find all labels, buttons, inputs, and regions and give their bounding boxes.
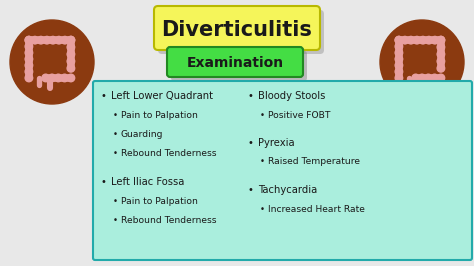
Circle shape	[395, 74, 403, 82]
Text: Tachycardia: Tachycardia	[258, 185, 317, 195]
Circle shape	[37, 36, 45, 44]
Circle shape	[25, 68, 33, 76]
Circle shape	[67, 36, 75, 44]
Circle shape	[25, 36, 33, 44]
Text: •: •	[248, 138, 254, 148]
Circle shape	[437, 51, 445, 58]
FancyBboxPatch shape	[154, 6, 320, 50]
Text: •: •	[113, 110, 118, 119]
Circle shape	[380, 20, 464, 104]
Circle shape	[395, 68, 403, 76]
Circle shape	[55, 36, 63, 44]
Circle shape	[437, 74, 445, 82]
Circle shape	[425, 74, 432, 82]
Text: Examination: Examination	[186, 56, 283, 70]
Text: •: •	[101, 91, 107, 101]
Text: Raised Temperature: Raised Temperature	[268, 157, 360, 167]
Circle shape	[431, 74, 438, 82]
Text: Left Lower Quadrant: Left Lower Quadrant	[111, 91, 213, 101]
Text: Left Iliac Fossa: Left Iliac Fossa	[111, 177, 184, 187]
Text: •: •	[113, 216, 118, 225]
Text: •: •	[113, 197, 118, 206]
Circle shape	[67, 65, 75, 72]
Text: Guarding: Guarding	[121, 130, 164, 139]
Circle shape	[55, 74, 62, 82]
Text: Diverticulitis: Diverticulitis	[162, 20, 312, 40]
Circle shape	[67, 57, 75, 65]
Text: •: •	[248, 185, 254, 195]
Text: Pyrexia: Pyrexia	[258, 138, 295, 148]
Circle shape	[437, 65, 445, 72]
FancyBboxPatch shape	[158, 10, 324, 54]
Text: Rebound Tenderness: Rebound Tenderness	[121, 216, 217, 225]
Text: Increased Heart Rate: Increased Heart Rate	[268, 205, 365, 214]
Text: Pain to Palpation: Pain to Palpation	[121, 110, 198, 119]
Circle shape	[395, 36, 403, 44]
Circle shape	[395, 36, 403, 44]
Circle shape	[425, 36, 433, 44]
FancyBboxPatch shape	[93, 81, 472, 260]
Text: Positive FOBT: Positive FOBT	[268, 110, 330, 119]
Circle shape	[395, 49, 403, 57]
Circle shape	[67, 51, 75, 58]
Text: •: •	[113, 130, 118, 139]
Circle shape	[395, 43, 403, 50]
Circle shape	[395, 62, 403, 69]
Circle shape	[437, 57, 445, 65]
Text: •: •	[260, 205, 265, 214]
Circle shape	[67, 74, 75, 82]
Circle shape	[25, 74, 33, 82]
Circle shape	[413, 36, 421, 44]
Circle shape	[401, 36, 409, 44]
Circle shape	[407, 36, 415, 44]
Circle shape	[437, 36, 445, 44]
Text: Pain to Palpation: Pain to Palpation	[121, 197, 198, 206]
Circle shape	[48, 74, 56, 82]
Circle shape	[25, 62, 33, 69]
Circle shape	[25, 55, 33, 63]
Circle shape	[431, 36, 438, 44]
Circle shape	[418, 74, 426, 82]
Circle shape	[42, 74, 49, 82]
Text: •: •	[260, 157, 265, 167]
Circle shape	[395, 55, 403, 63]
Circle shape	[43, 36, 51, 44]
Circle shape	[31, 36, 39, 44]
Circle shape	[10, 20, 94, 104]
Circle shape	[67, 36, 75, 44]
FancyBboxPatch shape	[171, 51, 307, 81]
Circle shape	[419, 36, 427, 44]
Circle shape	[61, 36, 69, 44]
Circle shape	[49, 36, 57, 44]
Text: •: •	[101, 177, 107, 187]
FancyBboxPatch shape	[167, 47, 303, 77]
Circle shape	[437, 36, 445, 44]
Circle shape	[61, 74, 68, 82]
Text: Bloody Stools: Bloody Stools	[258, 91, 325, 101]
Text: •: •	[113, 149, 118, 159]
Circle shape	[437, 43, 445, 51]
Circle shape	[25, 43, 33, 50]
Text: •: •	[248, 91, 254, 101]
Circle shape	[25, 36, 33, 44]
Text: Rebound Tenderness: Rebound Tenderness	[121, 149, 217, 159]
Circle shape	[25, 49, 33, 57]
Text: •: •	[260, 110, 265, 119]
Circle shape	[67, 43, 75, 51]
Circle shape	[412, 74, 419, 82]
